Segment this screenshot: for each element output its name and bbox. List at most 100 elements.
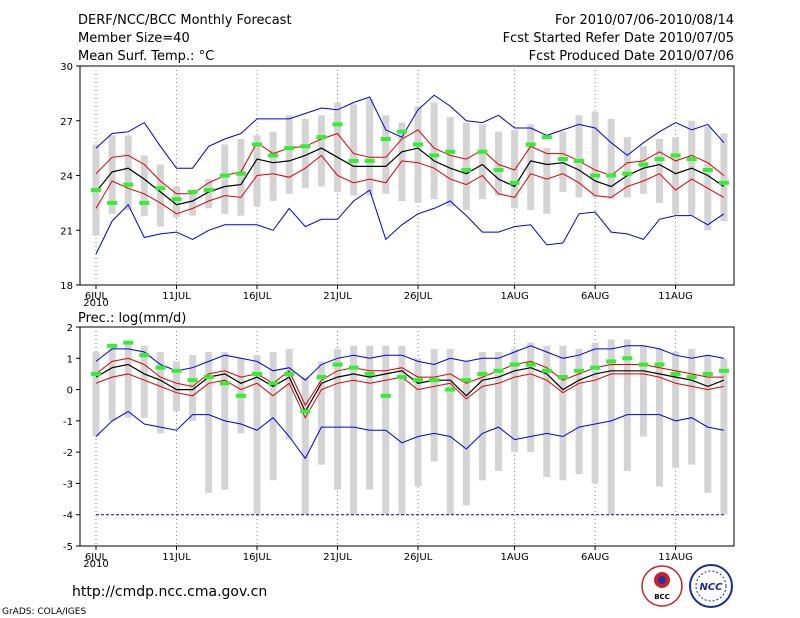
precip-observed-marker: [203, 375, 214, 380]
temp-spread-box: [237, 139, 245, 216]
temp-spread-box: [527, 124, 535, 211]
temp-observed-marker: [219, 173, 230, 178]
temp-spread-box: [189, 190, 197, 216]
precip-spread-box: [720, 358, 728, 515]
temperature-year-label: 2010: [83, 298, 108, 309]
precip-min-line: [95, 410, 724, 460]
precip-observed-marker: [622, 356, 633, 361]
temp-spread-box: [285, 115, 293, 194]
forecast-range: For 2010/07/06-2010/08/14: [555, 13, 734, 28]
temp-observed-marker: [332, 122, 343, 127]
precip-spread-box: [607, 339, 615, 515]
precip-observed-marker: [557, 375, 568, 380]
temp-spread-box: [672, 137, 680, 214]
temp-observed-marker: [525, 142, 536, 147]
precip-x-tick-label: 26JUL: [404, 552, 433, 563]
temp-observed-marker: [670, 153, 681, 158]
precip-spread-box: [559, 345, 567, 481]
temperature-series-lines: [95, 94, 725, 255]
temp-observed-marker: [284, 146, 295, 151]
temp-x-tick-label: 1AUG: [500, 291, 528, 302]
precip-observed-marker: [509, 362, 520, 367]
source-url[interactable]: http://cmdp.ncc.cma.gov.cn: [72, 584, 267, 600]
precip-observed-marker: [718, 368, 729, 373]
temperature-spread-boxes: [92, 98, 728, 236]
temp-observed-marker: [654, 157, 665, 162]
temp-x-tick-label: 26JUL: [404, 291, 433, 302]
precip-observed-marker: [638, 362, 649, 367]
temp-observed-marker: [718, 180, 729, 185]
temp-observed-marker: [445, 149, 456, 154]
precip-observed-marker: [702, 371, 713, 376]
temp-x-tick-label: 6JUL: [85, 291, 108, 302]
precip-y-tick-label: -1: [63, 417, 73, 428]
precip-spread-box: [430, 348, 438, 462]
temp-spread-box: [334, 102, 341, 192]
precip-spread-box: [253, 355, 261, 515]
precip-spread-box: [478, 352, 486, 481]
temp-spread-box: [269, 131, 277, 202]
temp-observed-marker: [396, 129, 407, 134]
precip-observed-marker: [332, 362, 343, 367]
precip-y-tick-label: 2: [67, 323, 73, 334]
ncc-logo-wreath-icon: [695, 570, 727, 602]
precip-mean-line: [95, 363, 725, 413]
precip-spread-box: [124, 342, 132, 418]
ncc-logo-text: NCC: [699, 582, 723, 593]
precip-spread-box: [269, 352, 277, 481]
temp-spread-box: [108, 135, 116, 214]
precip-spread-box: [495, 352, 502, 471]
temp-observed-marker: [171, 197, 182, 202]
precip-observed-marker: [541, 368, 552, 373]
temp-spread-box: [478, 124, 486, 200]
temp-observed-marker: [203, 188, 214, 193]
precip-observed-marker: [316, 375, 327, 380]
temp-observed-marker: [686, 157, 697, 162]
temp-spread-box: [124, 135, 132, 211]
temp-observed-marker: [590, 173, 601, 178]
precip-plot-frame: [79, 326, 735, 547]
temp-observed-marker: [574, 158, 584, 163]
temp-observed-marker: [606, 173, 617, 178]
precip-observed-marker: [284, 371, 295, 376]
precip-observed-markers: [91, 340, 729, 414]
temp-y-tick-label: 30: [60, 62, 73, 73]
precip-spread-box: [398, 345, 406, 515]
temp-observed-marker: [461, 168, 472, 173]
precip-year-label: 2010: [83, 559, 108, 570]
precip-spread-box: [334, 348, 341, 490]
precip-observed-marker: [654, 362, 665, 367]
precip-spread-box: [575, 348, 583, 475]
precip-spread-box: [205, 352, 213, 493]
temp-spread-box: [140, 155, 148, 216]
precip-observed-marker: [413, 378, 423, 383]
precip-series-lines: [95, 345, 725, 460]
temp-observed-marker: [107, 200, 118, 205]
precip-x-tick-label: 1AUG: [500, 552, 528, 563]
temp-observed-marker: [429, 153, 440, 158]
temp-observed-marker: [622, 171, 633, 176]
precip-y-tick-label: 0: [67, 386, 73, 397]
precip-spread-box: [591, 342, 599, 484]
precip-y-tick-label: -3: [63, 479, 73, 490]
precip-observed-marker: [235, 393, 246, 398]
precip-y-tick-label: -5: [63, 542, 73, 553]
ncc-logo: NCC: [689, 564, 733, 608]
forecast-started-date: Fcst Started Refer Date 2010/07/05: [503, 31, 734, 46]
precip-spread-box: [92, 352, 100, 437]
precip-spread-box: [350, 345, 358, 515]
precipitation-panel: 6JUL 11JUL 16JUL 21JUL 26JUL 1AUG 6AUG 11AUG -5 -…: [63, 323, 735, 570]
precip-observed-marker: [139, 353, 150, 358]
temp-y-tick-label: 24: [60, 172, 73, 183]
precip-spread-box: [366, 345, 374, 490]
precip-y-tick-label: -2: [63, 448, 73, 459]
forecast-produced-date: Fcst Produced Date 2010/07/06: [529, 49, 734, 64]
precip-spread-box: [189, 355, 197, 421]
temp-observed-marker: [91, 188, 101, 193]
temp-x-tick-label: 11JUL: [162, 291, 191, 302]
precip-spread-boxes: [92, 339, 728, 515]
precip-spread-box: [414, 358, 422, 487]
precip-max-line: [95, 345, 724, 381]
temp-spread-box: [462, 122, 470, 211]
precip-observed-marker: [461, 378, 472, 383]
